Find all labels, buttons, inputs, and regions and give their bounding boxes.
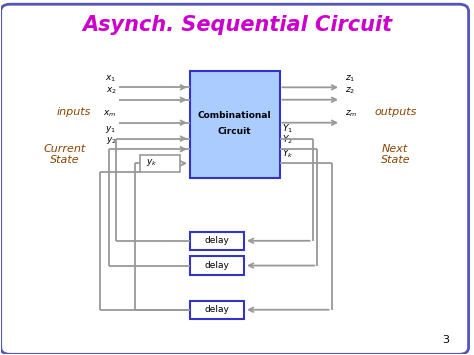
FancyBboxPatch shape <box>0 4 469 354</box>
Bar <box>190 231 244 250</box>
Text: $x_2$: $x_2$ <box>106 86 117 96</box>
Text: outputs: outputs <box>374 107 417 117</box>
Text: delay: delay <box>204 261 229 270</box>
Text: $y_k$: $y_k$ <box>146 157 157 168</box>
Bar <box>190 71 280 178</box>
Text: $Y_2$: $Y_2$ <box>282 133 293 146</box>
Text: $Y_1$: $Y_1$ <box>282 122 293 135</box>
Text: $y_1$: $y_1$ <box>105 124 117 135</box>
Text: $x_1$: $x_1$ <box>105 73 117 84</box>
Text: $z_2$: $z_2$ <box>345 86 355 96</box>
Text: Combinational: Combinational <box>198 111 272 120</box>
Bar <box>190 301 244 319</box>
Text: $x_m$: $x_m$ <box>103 109 117 119</box>
Text: $z_m$: $z_m$ <box>345 109 357 119</box>
Bar <box>190 256 244 275</box>
Text: 3: 3 <box>443 335 450 345</box>
Text: Circuit: Circuit <box>218 127 251 136</box>
Text: Current
State: Current State <box>44 144 86 165</box>
Text: delay: delay <box>204 305 229 314</box>
Text: Next
State: Next State <box>381 144 410 165</box>
Text: inputs: inputs <box>57 107 91 117</box>
Text: $Y_k$: $Y_k$ <box>282 147 293 160</box>
Text: Asynch. Sequential Circuit: Asynch. Sequential Circuit <box>82 16 392 36</box>
Text: delay: delay <box>204 236 229 245</box>
Bar <box>140 154 180 172</box>
Text: $z_1$: $z_1$ <box>345 73 355 84</box>
Text: $y_2$: $y_2$ <box>106 135 117 146</box>
